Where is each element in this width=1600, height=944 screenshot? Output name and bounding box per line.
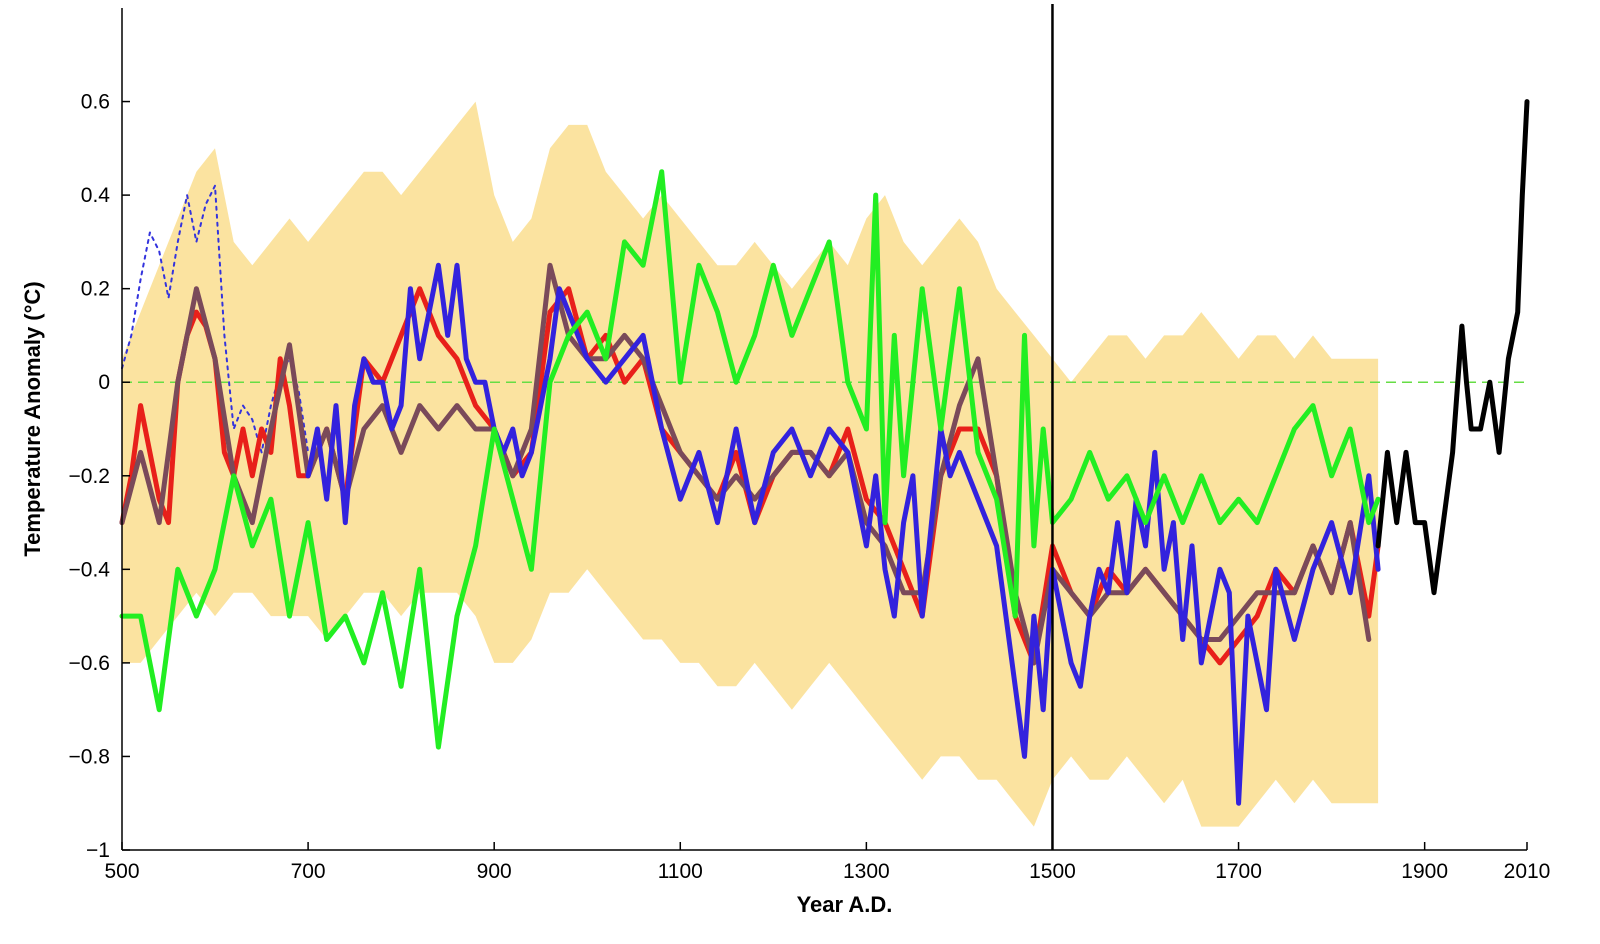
x-tick-label: 500	[104, 860, 139, 883]
y-tick-label: 0.4	[81, 184, 111, 207]
y-tick-label: 0	[98, 371, 110, 394]
y-tick-label: −0.8	[69, 745, 110, 768]
y-tick-label: 0.6	[81, 91, 110, 114]
x-tick-label: 1700	[1215, 860, 1262, 883]
y-tick-label: 0.2	[81, 278, 110, 301]
y-tick-label: −0.2	[69, 465, 110, 488]
series-layer	[119, 99, 1530, 806]
x-axis-title: Year A.D.	[797, 892, 893, 917]
x-tick-label: 900	[477, 860, 512, 883]
x-tick-label: 1500	[1029, 860, 1076, 883]
y-axis-title: Temperature Anomaly (°C)	[20, 281, 45, 556]
y-tick-label: −1	[86, 839, 110, 862]
x-tick-label: 1300	[843, 860, 890, 883]
y-tick-label: −0.4	[69, 558, 111, 581]
y-tick-label: −0.6	[69, 652, 110, 675]
x-tick-label: 1100	[658, 860, 703, 883]
tick-layer: −1 −0.8 −0.6 −0.4 −0.2 0 0.2 0.4 0.6 500 700 900 110…	[69, 91, 1551, 883]
series-line-black	[1375, 99, 1530, 596]
series-line-blue	[305, 262, 1381, 806]
x-tick-label: 700	[291, 860, 326, 883]
series-line-green	[119, 169, 1381, 750]
x-tick-label: 2010	[1504, 860, 1551, 883]
x-tick-label: 1900	[1401, 860, 1448, 883]
